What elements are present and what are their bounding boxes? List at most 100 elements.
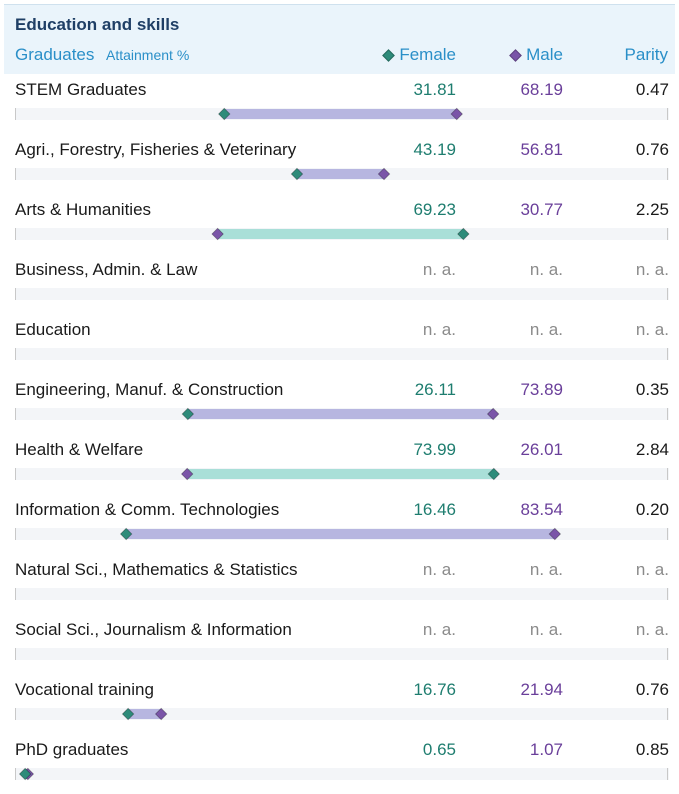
axis-tick-right: [667, 348, 668, 360]
bar-track: [15, 228, 669, 240]
male-value: 21.94: [520, 680, 563, 699]
bar-track: [15, 108, 669, 120]
male-value: 68.19: [520, 80, 563, 99]
axis-tick-right: [667, 468, 668, 480]
row-label: Education: [15, 320, 91, 339]
row-label: Natural Sci., Mathematics & Statistics: [15, 560, 298, 579]
female-value: 26.11: [414, 380, 456, 399]
parity-value: 0.76: [635, 680, 669, 699]
parity-value: 0.35: [635, 380, 669, 399]
table-row: PhD graduates 0.65 1.07 0.85: [0, 734, 679, 794]
bar-track: [15, 768, 669, 780]
parity-value: 0.20: [635, 500, 669, 519]
male-value: 56.81: [520, 140, 563, 159]
axis-tick-left: [15, 768, 16, 780]
axis-tick-right: [667, 228, 668, 240]
female-value: 16.76: [413, 680, 456, 699]
column-header-male: Male: [509, 45, 563, 65]
female-value: 73.99: [413, 440, 456, 459]
axis-tick-left: [15, 468, 16, 480]
parity-value: 0.85: [635, 740, 669, 759]
column-header-attainment: Attainment %: [106, 47, 190, 63]
axis-tick-left: [15, 108, 16, 120]
bar-track: [15, 708, 669, 720]
axis-tick-right: [667, 588, 668, 600]
male-diamond-icon: [509, 48, 523, 62]
row-label: Vocational training: [15, 680, 154, 699]
male-value: 30.77: [520, 200, 563, 219]
bar-track: [15, 468, 669, 480]
female-value: n. a.: [422, 560, 456, 579]
axis-tick-left: [15, 288, 16, 300]
bar-track: [15, 588, 669, 600]
parity-value: 0.47: [635, 80, 669, 99]
parity-value: 2.25: [635, 200, 669, 219]
parity-value: n. a.: [635, 260, 669, 279]
axis-tick-right: [667, 168, 668, 180]
female-value: n. a.: [422, 320, 456, 339]
panel-header: Education and skills Graduates Attainmen…: [4, 4, 675, 74]
female-diamond-icon: [382, 48, 396, 62]
bar-track: [15, 408, 669, 420]
row-label: Business, Admin. & Law: [15, 260, 198, 279]
male-value: n. a.: [529, 320, 563, 339]
axis-tick-right: [667, 768, 668, 780]
axis-tick-left: [15, 168, 16, 180]
row-label: Engineering, Manuf. & Construction: [15, 380, 284, 399]
table-row: Education n. a. n. a. n. a.: [0, 314, 679, 374]
column-header-male-label: Male: [526, 45, 563, 64]
column-header-parity: Parity: [624, 45, 668, 64]
female-value: n. a.: [422, 260, 456, 279]
bar-track: [15, 648, 669, 660]
female-value: 31.81: [413, 80, 456, 99]
male-value: 83.54: [520, 500, 563, 519]
axis-tick-right: [667, 528, 668, 540]
bar-track: [15, 288, 669, 300]
row-label: Arts & Humanities: [15, 200, 152, 219]
male-value: 73.89: [520, 380, 563, 399]
female-value: 69.23: [413, 200, 456, 219]
table-row: Agri., Forestry, Fisheries & Veterinary 4…: [0, 134, 679, 194]
parity-value: n. a.: [635, 560, 669, 579]
bar-track: [15, 528, 669, 540]
axis-tick-left: [15, 528, 16, 540]
female-value: 0.65: [422, 740, 456, 759]
table-row: Information & Comm. Technologies 16.46 83.…: [0, 494, 679, 554]
row-label: Agri., Forestry, Fisheries & Veterinary: [15, 140, 297, 159]
row-label: PhD graduates: [15, 740, 129, 759]
axis-tick-left: [15, 648, 16, 660]
column-header-female-label: Female: [399, 45, 456, 64]
table-row: Natural Sci., Mathematics & Statistics n.…: [0, 554, 679, 614]
axis-tick-left: [15, 588, 16, 600]
male-value: 26.01: [520, 440, 563, 459]
bar-track: [15, 348, 669, 360]
parity-value: n. a.: [635, 620, 669, 639]
column-header-female: Female: [382, 45, 456, 65]
row-label: Social Sci., Journalism & Information: [15, 620, 292, 639]
male-value: n. a.: [529, 260, 563, 279]
axis-tick-left: [15, 408, 16, 420]
axis-tick-right: [667, 708, 668, 720]
row-label: Health & Welfare: [15, 440, 144, 459]
table-row: STEM Graduates 31.81 68.19 0.47: [0, 74, 679, 134]
bar-track: [15, 168, 669, 180]
row-label: STEM Graduates: [15, 80, 147, 99]
parity-value: 2.84: [635, 440, 669, 459]
table-row: Business, Admin. & Law n. a. n. a. n. a.: [0, 254, 679, 314]
parity-value: n. a.: [635, 320, 669, 339]
row-label: Information & Comm. Technologies: [15, 500, 280, 519]
male-value: 1.07: [529, 740, 563, 759]
male-value: n. a.: [529, 620, 563, 639]
female-value: 43.19: [413, 140, 456, 159]
table-row: Vocational training 16.76 21.94 0.76: [0, 674, 679, 734]
parity-value: 0.76: [635, 140, 669, 159]
axis-tick-right: [667, 648, 668, 660]
table-row: Health & Welfare 73.99 26.01 2.84: [0, 434, 679, 494]
axis-tick-left: [15, 348, 16, 360]
axis-tick-left: [15, 708, 16, 720]
axis-tick-right: [667, 408, 668, 420]
table-row: Arts & Humanities 69.23 30.77 2.25: [0, 194, 679, 254]
male-value: n. a.: [529, 560, 563, 579]
axis-tick-right: [667, 288, 668, 300]
